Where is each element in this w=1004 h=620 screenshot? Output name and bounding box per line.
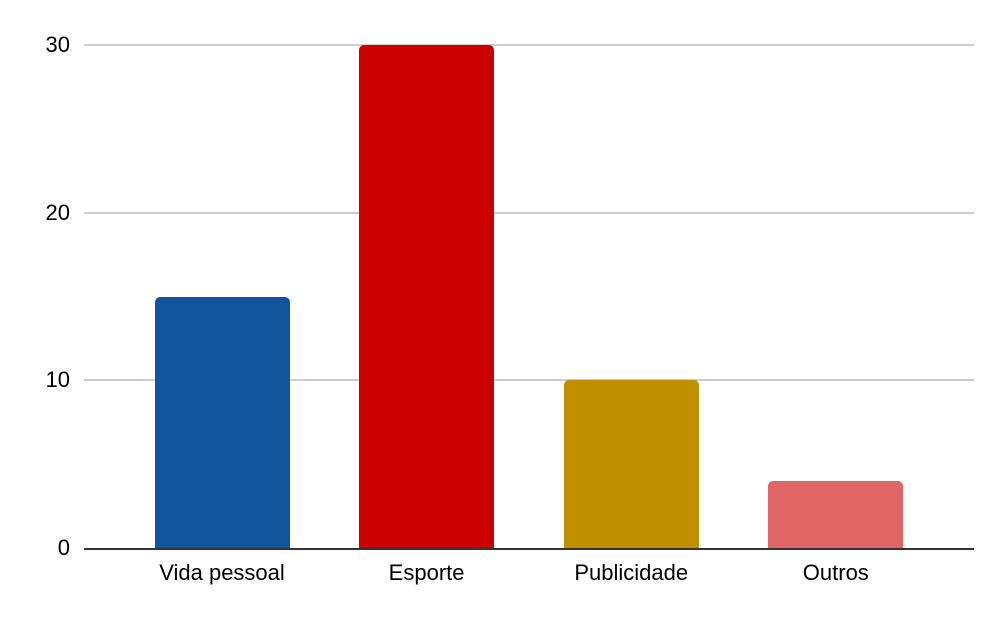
y-axis-tick-label: 30 [45,32,70,57]
x-axis-baseline [84,548,974,550]
x-axis-category-label: Esporte [388,560,465,585]
x-axis-category-label: Vida pessoal [159,560,285,585]
y-axis-tick-label: 20 [45,199,70,225]
bar-outros [768,480,904,548]
x-axis-category-label: Publicidade [574,560,689,585]
bar-vida-pessoal [154,296,290,548]
gridline-y30 [84,44,974,46]
gridline-y20 [84,211,974,214]
bar-publicidade [563,380,699,548]
gridline-y10 [84,379,974,382]
x-axis-category-label: Outros [802,560,869,585]
bar-esporte [359,45,495,548]
y-axis-tick-label: 0 [57,535,70,560]
y-axis-tick-label: 10 [45,367,70,393]
